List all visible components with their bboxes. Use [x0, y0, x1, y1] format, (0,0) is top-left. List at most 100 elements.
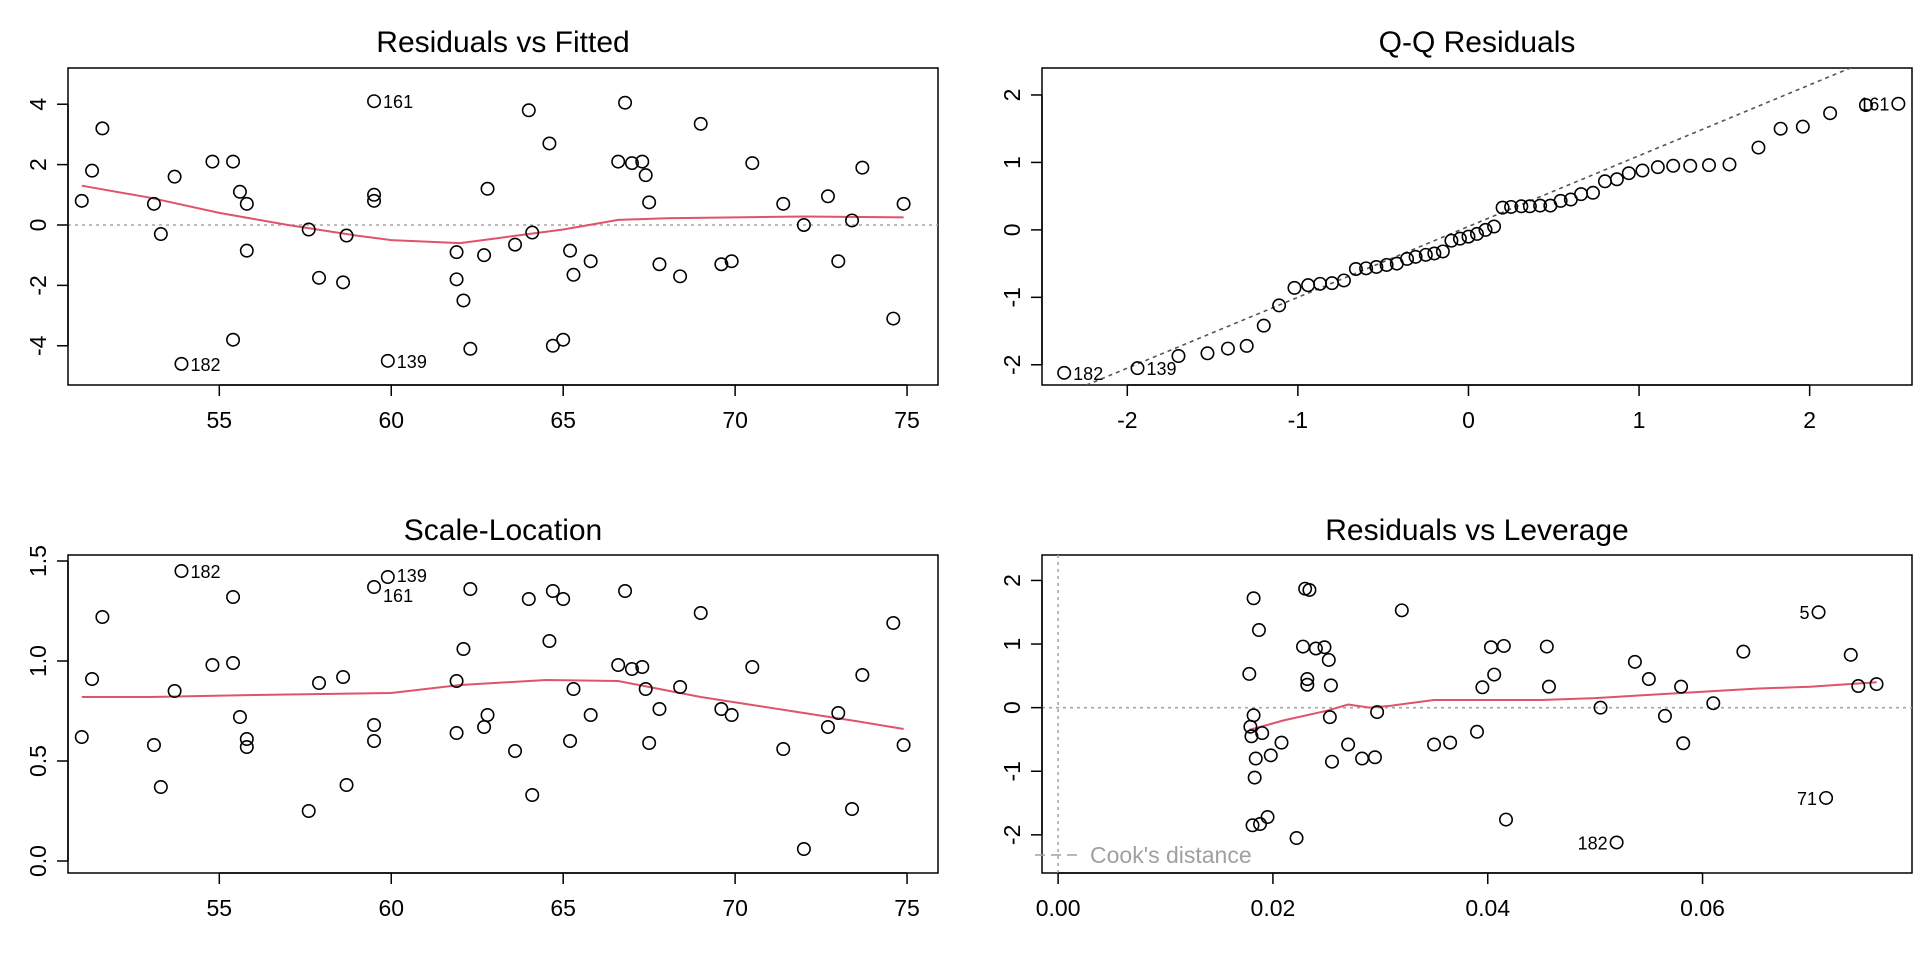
data-point: [1504, 199, 1519, 214]
data-point: [367, 579, 382, 594]
data-point: [693, 116, 708, 131]
data-point: [1220, 341, 1235, 356]
data-point: [508, 743, 523, 758]
data-point: [1650, 160, 1665, 175]
data-point: [652, 257, 667, 272]
data-point: [477, 248, 492, 263]
data-point: [831, 254, 846, 269]
y-tick-label: -2: [999, 825, 1025, 845]
point-label: 5: [1800, 603, 1810, 623]
data-point: [239, 243, 254, 258]
data-point: [724, 254, 739, 269]
smooth-line: [81, 678, 904, 730]
data-point: [1246, 591, 1261, 606]
data-point: [521, 103, 536, 118]
point-label: 139: [1147, 359, 1177, 379]
data-point: [542, 136, 557, 151]
data-point: [855, 667, 870, 682]
data-point: [1370, 705, 1385, 720]
data-point: [1359, 261, 1374, 276]
data-point: [845, 801, 860, 816]
data-point: [336, 275, 351, 290]
data-point: [566, 681, 581, 696]
data-point: [1300, 677, 1315, 692]
data-point: [1260, 810, 1275, 825]
data-point: [456, 293, 471, 308]
x-tick-label: 0.06: [1680, 895, 1725, 921]
data-point: [1514, 199, 1529, 214]
data-point: [1379, 257, 1394, 272]
data-point: [1702, 158, 1717, 173]
panel-residuals-vs-leverage: Residuals vs Leverage 182 5 71 0.00 0.02 0.04…: [999, 514, 1913, 921]
data-point: [1245, 818, 1260, 833]
data-point: [239, 731, 254, 746]
data-point: [1597, 174, 1612, 189]
data-point: [1470, 724, 1485, 739]
data-point: [1751, 140, 1766, 155]
point-label: 161: [383, 92, 413, 112]
panel-title: Scale-Location: [404, 514, 602, 547]
x-tick-label: 55: [207, 895, 233, 921]
data-point: [1869, 677, 1884, 692]
data-point: [1248, 751, 1263, 766]
data-point: [583, 254, 598, 269]
data-point: [1722, 157, 1737, 172]
y-tick-label: 0.5: [25, 745, 51, 777]
data-point: [545, 583, 560, 598]
y-tick-label: -1: [999, 761, 1025, 781]
data-point: [1609, 835, 1624, 850]
data-point: [226, 655, 241, 670]
data-point: [1496, 638, 1511, 653]
data-point: [642, 195, 657, 210]
data-point: [1287, 280, 1302, 295]
data-point: [1823, 106, 1838, 121]
data-point: [1325, 754, 1340, 769]
data-point: [714, 701, 729, 716]
data-point: [1470, 226, 1485, 241]
data-point: [1300, 672, 1315, 687]
data-point: [449, 272, 464, 287]
data-point: [167, 683, 182, 698]
data-point: [301, 222, 316, 237]
x-tick-label: 0.04: [1465, 895, 1510, 921]
y-tick-label: -2: [25, 275, 51, 295]
data-point: [226, 589, 241, 604]
data-point: [456, 641, 471, 656]
x-tick-label: 75: [894, 407, 920, 433]
data-point: [1443, 735, 1458, 750]
data-point: [477, 719, 492, 734]
data-point: [153, 227, 168, 242]
data-point: [339, 777, 354, 792]
data-point: [611, 657, 626, 672]
plot-frame: [1041, 67, 1913, 386]
y-tick-label: 4: [25, 98, 51, 111]
data-point: [232, 709, 247, 724]
data-point: [745, 659, 760, 674]
data-point: [336, 669, 351, 684]
data-point: [1367, 750, 1382, 765]
data-point: [1321, 652, 1336, 667]
plot-frame: [1041, 554, 1913, 874]
x-tick-label: 70: [722, 407, 748, 433]
y-tick-label: -4: [25, 335, 51, 356]
data-point: [1487, 667, 1502, 682]
y-tick-label: 0.0: [25, 845, 51, 877]
x-tick-label: 65: [550, 407, 576, 433]
data-point: [673, 679, 688, 694]
y-tick-label: 0: [25, 219, 51, 232]
data-point: [1256, 318, 1271, 333]
data-point: [1247, 770, 1262, 785]
data-point: [673, 269, 688, 284]
x-tick-label: 70: [722, 895, 748, 921]
data-point: [1657, 708, 1672, 723]
data-point: [1130, 361, 1145, 376]
data-point: [226, 154, 241, 169]
data-point: [1533, 198, 1548, 213]
point-label: 182: [1578, 833, 1608, 853]
data-point: [1317, 640, 1332, 655]
data-point: [1246, 708, 1261, 723]
data-point: [1272, 298, 1287, 313]
data-point: [85, 163, 100, 178]
data-point: [239, 196, 254, 211]
